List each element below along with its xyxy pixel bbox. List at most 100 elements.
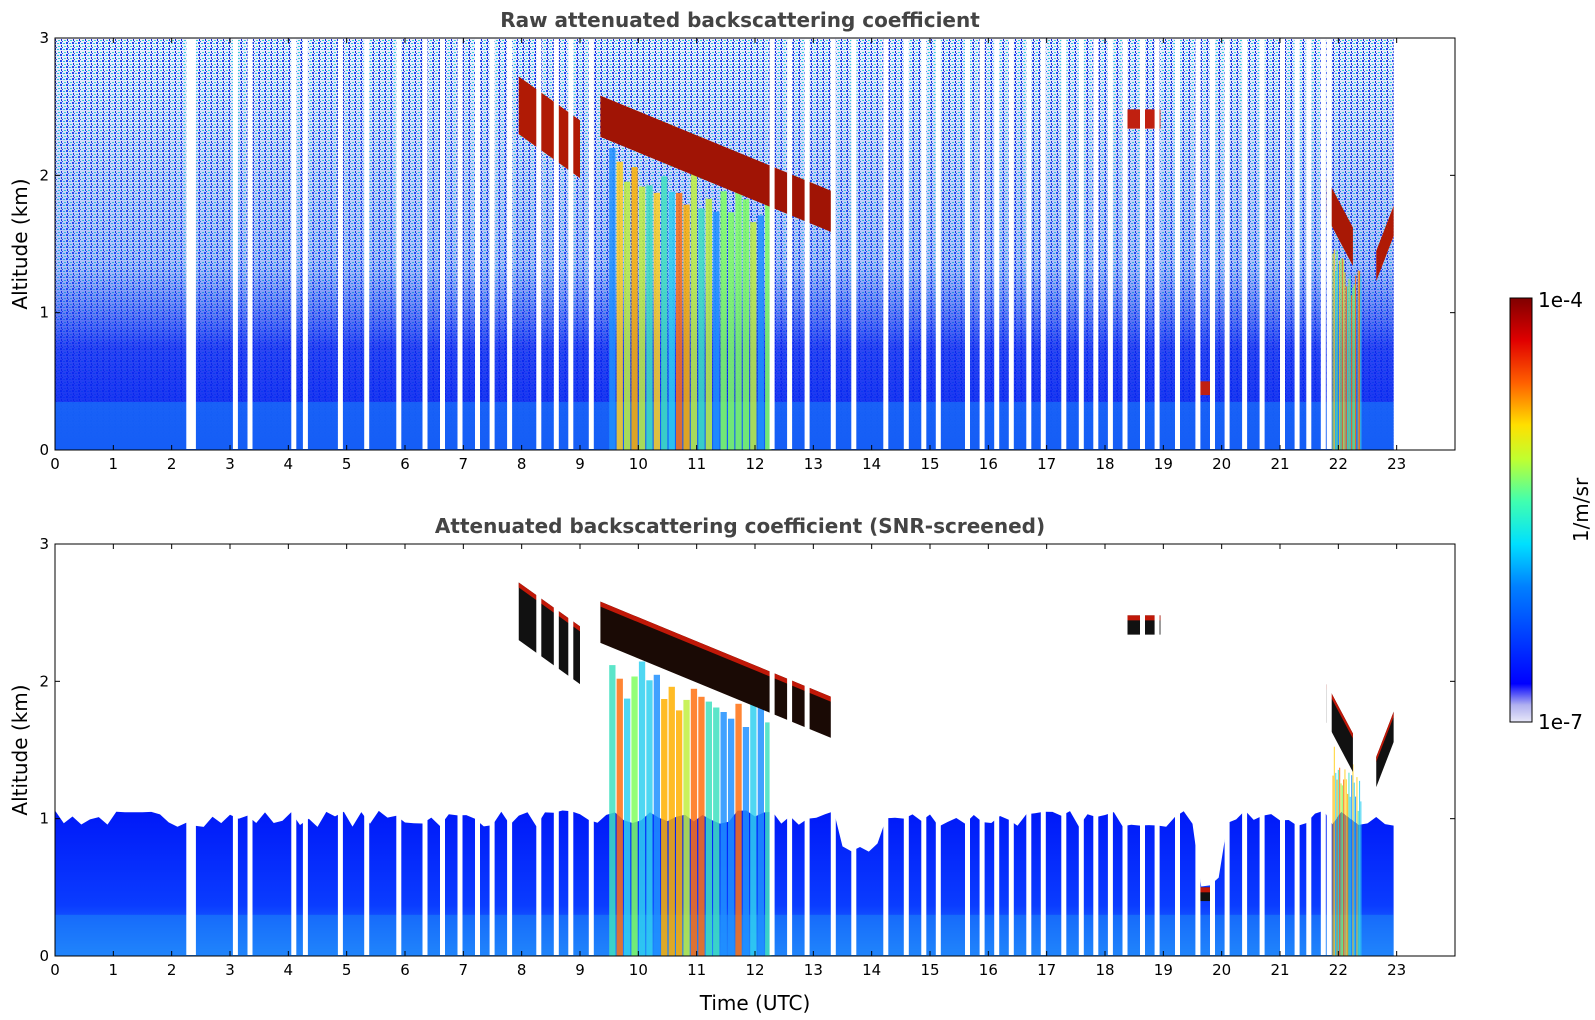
precip-streak: [653, 674, 660, 956]
data-gap: [396, 545, 402, 955]
data-gap: [1008, 39, 1014, 449]
data-gap: [1122, 39, 1128, 449]
precip-streak: [1337, 769, 1339, 956]
cloud-top-edge: [518, 582, 580, 632]
colorbar-max-label: 1e-4: [1538, 288, 1583, 312]
data-gap: [457, 545, 463, 955]
cloud-top-edge: [1376, 711, 1394, 762]
data-gap: [507, 39, 513, 449]
x-tick-label: 13: [804, 455, 823, 473]
data-gap: [1154, 39, 1160, 449]
data-gap: [475, 39, 480, 449]
data-gap: [804, 39, 810, 449]
precip-streak: [1360, 275, 1362, 450]
data-gap: [769, 39, 775, 449]
data-gap: [302, 39, 308, 449]
x-tick-label: 11: [687, 961, 706, 979]
data-gap: [247, 39, 253, 449]
x-tick-label: 18: [1095, 961, 1114, 979]
x-tick-label: 5: [342, 455, 352, 473]
colorbar-gradient: [1509, 297, 1533, 723]
x-tick-label: 23: [1387, 455, 1406, 473]
precip-streak: [698, 696, 705, 956]
y-axis: 0 1 2 3: [39, 535, 1455, 965]
data-gap: [787, 545, 793, 955]
data-gap: [337, 545, 343, 955]
data-gap: [979, 39, 985, 449]
precip-streak: [1359, 270, 1361, 450]
precip-streak: [1348, 278, 1350, 450]
y-axis-label: Altitude (km): [8, 684, 32, 815]
precip-streak: [624, 698, 631, 956]
precip-streak: [1349, 275, 1351, 450]
precip-streak: [1335, 772, 1337, 956]
data-gap: [1093, 545, 1099, 955]
x-tick-label: 19: [1154, 455, 1173, 473]
cloud-layer: [600, 601, 834, 740]
data-gap: [979, 545, 985, 955]
precip-streak: [728, 718, 735, 956]
precip-streak: [1341, 258, 1343, 450]
precip-streak: [609, 147, 616, 450]
x-tick-label: 0: [50, 961, 60, 979]
data-gap: [1026, 545, 1032, 955]
data-gap: [440, 39, 445, 449]
precip-streak: [1357, 270, 1359, 450]
cloud-layer: [1198, 381, 1210, 396]
data-gap: [1140, 39, 1145, 449]
precip-streak: [1336, 250, 1338, 450]
precip-streak: [1333, 249, 1335, 450]
cloud-layer: [600, 95, 834, 234]
precip-streak: [728, 212, 735, 450]
data-gap: [1122, 545, 1128, 955]
data-gap: [588, 39, 594, 449]
data-gap: [1280, 545, 1285, 955]
precip-streak: [1360, 801, 1362, 956]
colorbar-min-label: 1e-7: [1538, 710, 1583, 734]
data-gap: [1175, 39, 1180, 449]
precip-streak: [1333, 746, 1335, 956]
precip-streak: [713, 707, 720, 956]
x-tick-label: 8: [517, 455, 527, 473]
data-gap: [1320, 39, 1326, 449]
x-tick-label: 15: [920, 961, 939, 979]
precip-streak: [1343, 259, 1345, 450]
precip-streak: [1341, 785, 1343, 956]
data-gap: [1078, 39, 1084, 449]
cloud-layer: [1376, 711, 1394, 788]
data-gap: [883, 545, 889, 955]
data-gap: [1242, 545, 1248, 955]
precip-streak: [646, 680, 653, 956]
precip-streak: [646, 185, 653, 450]
data-gap: [1107, 545, 1113, 955]
x-tick-label: 18: [1095, 455, 1114, 473]
data-gap: [965, 39, 970, 449]
heatmap-area: [55, 545, 1454, 956]
x-tick-label: 3: [225, 455, 235, 473]
x-tick-label: 17: [1037, 455, 1056, 473]
data-gap: [291, 39, 297, 449]
precip-streak: [1337, 265, 1339, 450]
cloud-layer: [1376, 205, 1394, 282]
precip-streak: [631, 167, 638, 450]
data-gap: [1154, 545, 1160, 955]
data-gap: [186, 39, 192, 449]
data-gap: [787, 39, 793, 449]
data-gap: [1040, 39, 1046, 449]
data-gap: [568, 39, 574, 449]
data-gap: [830, 545, 836, 955]
precip-streak: [1359, 780, 1361, 956]
precip-streak: [1332, 775, 1334, 956]
y-tick-label: 3: [39, 29, 49, 47]
data-gap: [1008, 545, 1014, 955]
data-gap: [1107, 39, 1113, 449]
precip-streak: [705, 701, 712, 956]
data-gap: [921, 39, 927, 449]
precip-streak: [1356, 296, 1358, 450]
data-gap: [1078, 545, 1084, 955]
x-axis: 0 1 2 3 4 5 6 7 8 9 10 11 12 13 14 15 16 17 18 19 20 21 22 23: [50, 544, 1406, 979]
data-gap: [994, 545, 1000, 955]
x-tick-label: 7: [459, 961, 469, 979]
precip-streak: [705, 198, 712, 450]
x-tick-label: 8: [517, 961, 527, 979]
